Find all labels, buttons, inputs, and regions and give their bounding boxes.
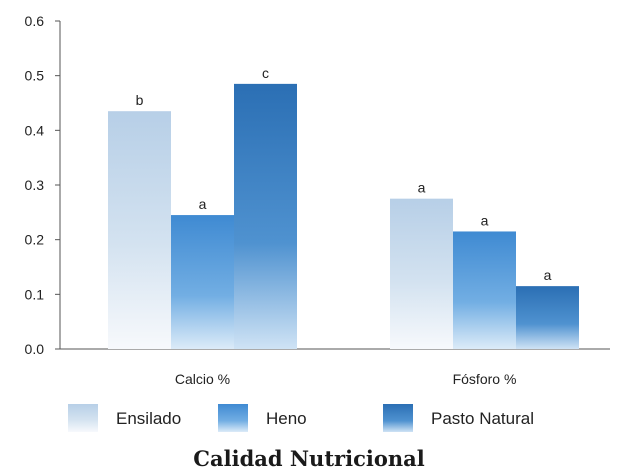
bar-ensilado-fosforo [390,198,453,349]
legend-label: Pasto Natural [431,409,534,428]
significance-label: a [481,212,489,228]
significance-label: c [262,65,269,81]
significance-label: b [136,92,144,108]
legend-label: Heno [266,409,307,428]
legend: Ensilado Heno Pasto Natural [68,404,534,432]
significance-label: a [199,196,207,212]
bars: b a c a a a [108,65,579,349]
legend-label: Ensilado [116,409,181,428]
bar-heno-calcio [171,215,234,349]
bar-ensilado-calcio [108,111,171,349]
x-category-label: Calcio % [175,371,230,387]
y-tick-label: 0.6 [25,13,45,29]
legend-swatch [218,404,248,432]
legend-swatch [383,404,413,432]
bar-pasto-natural-fosforo [516,286,579,349]
y-tick-label: 0.4 [25,122,45,138]
y-tick-label: 0.0 [25,341,45,357]
y-tick-label: 0.1 [25,286,45,302]
y-tick-label: 0.2 [25,232,45,248]
chart-title: Calidad Nutricional [193,446,424,471]
legend-swatch [68,404,98,432]
y-tick-label: 0.3 [25,177,45,193]
significance-label: a [418,180,426,196]
significance-label: a [544,267,552,283]
bar-pasto-natural-calcio [234,83,297,349]
x-category-label: Fósforo % [453,371,517,387]
y-tick-label: 0.5 [25,68,45,84]
bar-heno-fosforo [453,231,516,349]
